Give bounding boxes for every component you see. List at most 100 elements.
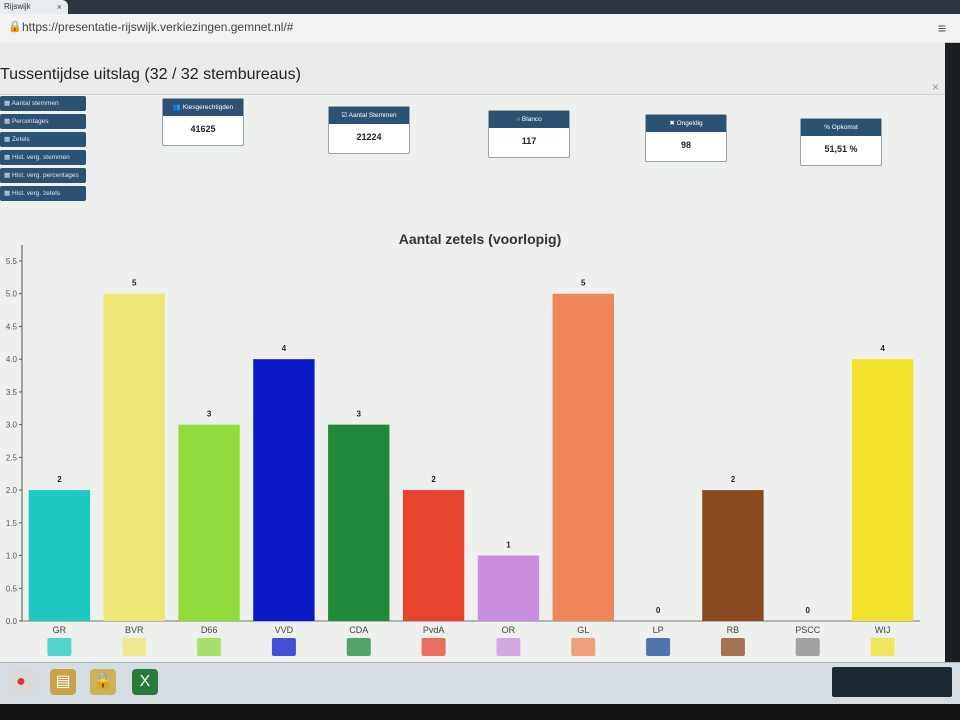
category-label: CDA [349,625,368,635]
bar-or[interactable] [477,555,540,621]
stat-label-text: Ongeldig [676,120,703,127]
data-label: 2 [431,475,436,484]
stat-label: ✖ Ongeldig [646,115,726,132]
close-icon[interactable]: × [931,80,939,94]
y-tick-label: 5.5 [6,257,18,266]
party-logo-icon [271,638,296,656]
y-tick-label: 4.0 [6,355,18,364]
y-tick-label: 0.0 [6,617,18,626]
page-title: Tussentijdse uitslag (32 / 32 stembureau… [0,66,301,83]
data-label: 3 [357,410,362,419]
menu-zetels[interactable]: ▦ Zetels [0,132,86,147]
menu-label: Hist. verg. stemmen [11,154,70,161]
category-label: BVR [125,625,144,635]
category-label: D66 [201,625,218,635]
system-tray [832,667,952,697]
bar-bvr[interactable] [103,293,165,621]
tab-title: Rijswijk [4,2,31,11]
bar-rb[interactable] [702,490,764,621]
y-tick-label: 2.5 [6,453,18,462]
menu-percentages[interactable]: ▦ Percentages [0,114,86,129]
party-logo-icon [720,638,745,656]
stat-label-text: Aantal Stemmen [348,112,397,119]
y-ticks: 0.0 0.5 1.0 1.5 2.0 2.5 3.0 3.5 4.0 4.5 5.0 5.5 [6,257,22,626]
excel-icon[interactable]: X [132,669,158,695]
category-label: LP [653,625,664,635]
y-tick-label: 4.5 [6,322,18,331]
data-label: 4 [282,344,287,353]
stat-label-text: Kiesgerechtigden [182,104,234,111]
chrome-icon[interactable]: ● [8,669,34,695]
stat-label: ○ Blanco [489,111,569,128]
menu-hist-percentages[interactable]: ▦ Hist. verg. percentages [0,168,86,183]
party-logo-icon [47,638,72,656]
bar-gl[interactable] [552,293,614,621]
menu-label: Percentages [11,118,49,125]
data-label: 5 [132,279,137,288]
stat-label-text: Blanco [521,116,542,123]
labels: 2 GR 5 BVR 3 D66 4 VVD 3 CDA 2 PvdA 1 OR 5 GL 0 LP 2 RB 0 PSC… [47,279,895,656]
party-logo-icon [421,638,446,656]
seats-bar-chart: Aantal zetels (voorlopig) 0.0 0.5 1.0 1.5 2.… [6,231,920,656]
party-logo-icon [122,638,147,656]
stat-label: ☑ Aantal Stemmen [329,107,409,124]
stat-label-text: % Opkomst [824,124,858,131]
stat-aantal-stemmen: ☑ Aantal Stemmen 21224 [328,106,410,154]
category-label: PvdA [423,625,445,635]
party-logo-icon [795,638,820,656]
menu-label: Hist. verg. zetels [11,190,60,197]
url-text[interactable]: https://presentatie-rijswijk.verkiezinge… [22,20,294,34]
menu-label: Hist. verg. percentages [11,172,79,179]
browser-tab[interactable]: Rijswijk × [0,0,68,14]
explorer-icon[interactable]: ▤ [50,669,76,695]
party-logo-icon [870,638,895,656]
y-tick-label: 0.5 [6,584,18,593]
stat-value: 98 [680,140,691,150]
monitor-bezel [0,704,960,720]
y-tick-label: 2.0 [6,486,18,495]
menu-hist-stemmen[interactable]: ▦ Hist. verg. stemmen [0,150,86,165]
menu-label: Aantal stemmen [11,100,59,107]
bars [28,293,914,621]
category-label: OR [502,625,516,635]
browser-tabbar: Rijswijk × [0,0,960,14]
party-logo-icon [571,638,596,656]
party-logo-icon [346,638,371,656]
stat-value: 21224 [356,132,382,142]
category-label: GR [53,625,67,635]
stat-value: 117 [521,136,537,146]
address-bar[interactable]: 🔒 https://presentatie-rijswijk.verkiezin… [0,14,960,43]
lock-icon[interactable]: 🔒 [90,669,116,695]
party-logo-icon [646,638,671,656]
bar-cda[interactable] [328,424,390,621]
y-tick-label: 5.0 [6,290,18,299]
menu-hist-zetels[interactable]: ▦ Hist. verg. zetels [0,186,86,201]
stat-label: % Opkomst [801,119,881,136]
party-logo-icon [496,638,521,656]
category-label: VVD [275,625,294,635]
bar-gr[interactable] [28,490,91,621]
results-page: Tussentijdse uitslag (32 / 32 stembureau… [0,42,945,662]
category-label: PSCC [795,625,821,635]
category-label: WIJ [875,625,891,635]
y-tick-label: 1.5 [6,519,18,528]
taskbar: ● ▤ 🔒 X [0,662,960,705]
data-label: 2 [731,475,736,484]
bar-pvda[interactable] [402,490,465,621]
data-label: 2 [57,475,62,484]
stat-value: 51,51 % [824,144,858,154]
menu-icon[interactable]: ≡ [937,20,946,36]
y-tick-label: 3.5 [6,388,18,397]
stat-opkomst: % Opkomst 51,51 % [800,118,882,166]
bar-d66[interactable] [178,424,240,621]
bar-vvd[interactable] [253,359,315,621]
stat-blanco: ○ Blanco 117 [488,110,570,158]
tab-close-icon[interactable]: × [56,2,62,12]
data-label: 1 [506,541,511,550]
stat-label: 👥 Kiesgerechtigden [163,99,243,116]
menu-aantal-stemmen[interactable]: ▦ Aantal stemmen [0,96,86,111]
stat-value: 41625 [190,124,216,134]
y-tick-label: 3.0 [6,421,18,430]
stat-ongeldig: ✖ Ongeldig 98 [645,114,727,162]
bar-wij[interactable] [851,359,914,621]
